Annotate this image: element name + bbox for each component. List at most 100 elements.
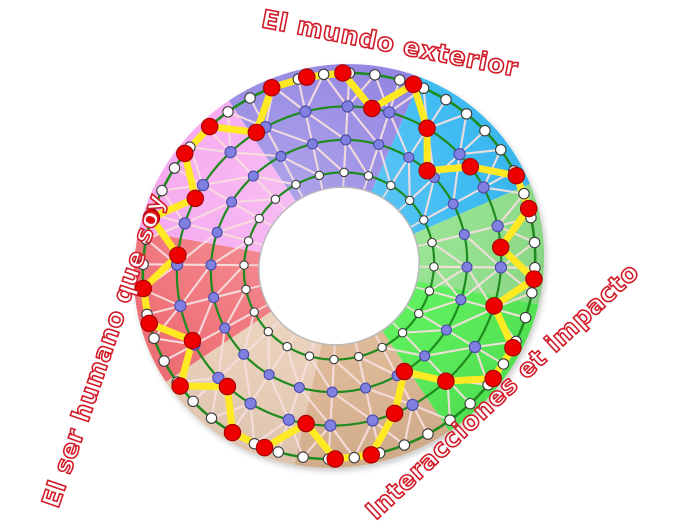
highlight-node bbox=[298, 415, 314, 431]
graph-node bbox=[227, 197, 237, 207]
highlight-node bbox=[327, 451, 343, 467]
graph-node bbox=[298, 452, 308, 462]
graph-node bbox=[492, 220, 503, 231]
graph-node bbox=[307, 139, 317, 149]
highlight-node bbox=[256, 439, 272, 455]
graph-node bbox=[387, 181, 395, 189]
graph-node bbox=[428, 238, 436, 246]
graph-node bbox=[349, 452, 359, 462]
graph-node bbox=[406, 196, 414, 204]
graph-node bbox=[415, 309, 423, 317]
graph-node bbox=[212, 227, 222, 237]
highlight-node bbox=[396, 363, 412, 379]
highlight-node bbox=[135, 280, 151, 296]
graph-node bbox=[250, 308, 258, 316]
highlight-node bbox=[248, 124, 264, 140]
graph-node bbox=[197, 179, 208, 190]
graph-node bbox=[330, 355, 338, 363]
highlight-node bbox=[405, 76, 421, 92]
graph-node bbox=[480, 125, 490, 135]
graph-node bbox=[283, 342, 291, 350]
graph-node bbox=[478, 182, 489, 193]
highlight-node bbox=[143, 210, 159, 226]
graph-node bbox=[425, 287, 433, 295]
graph-node bbox=[519, 188, 529, 198]
graph-node bbox=[179, 218, 190, 229]
graph-node bbox=[498, 359, 508, 369]
highlight-node bbox=[363, 447, 379, 463]
graph-node bbox=[294, 382, 304, 392]
graph-node bbox=[430, 263, 438, 271]
highlight-node bbox=[219, 378, 235, 394]
graph-node bbox=[496, 145, 506, 155]
highlight-node bbox=[493, 239, 509, 255]
graph-node bbox=[398, 329, 406, 337]
highlight-node bbox=[486, 298, 502, 314]
graph-node bbox=[242, 285, 250, 293]
graph-node bbox=[420, 216, 428, 224]
graph-node bbox=[420, 351, 430, 361]
graph-node bbox=[292, 180, 300, 188]
graph-node bbox=[355, 352, 363, 360]
graph-node bbox=[462, 262, 472, 272]
graph-node bbox=[245, 398, 256, 409]
graph-node bbox=[495, 262, 506, 273]
graph-node bbox=[264, 370, 274, 380]
radial-wheel-svg bbox=[0, 0, 679, 513]
graph-node bbox=[206, 413, 216, 423]
graph-node bbox=[319, 69, 329, 79]
graph-node bbox=[395, 75, 405, 85]
highlight-node bbox=[386, 405, 402, 421]
graph-node bbox=[441, 325, 451, 335]
graph-node bbox=[364, 172, 372, 180]
highlight-node bbox=[187, 190, 203, 206]
graph-node bbox=[327, 387, 337, 397]
graph-node bbox=[342, 101, 353, 112]
highlight-node bbox=[170, 247, 186, 263]
graph-node bbox=[305, 352, 313, 360]
graph-node bbox=[527, 288, 537, 298]
graph-node bbox=[341, 135, 351, 145]
highlight-node bbox=[141, 315, 157, 331]
graph-node bbox=[407, 399, 418, 410]
highlight-node bbox=[264, 80, 280, 96]
graph-node bbox=[465, 399, 475, 409]
graph-node bbox=[149, 333, 159, 343]
graph-node bbox=[159, 356, 169, 366]
graph-node bbox=[445, 415, 455, 425]
diagram-canvas: El mundo exterior El ser humano que soy … bbox=[0, 0, 679, 513]
graph-node bbox=[141, 234, 151, 244]
highlight-node bbox=[521, 200, 537, 216]
highlight-node bbox=[419, 163, 435, 179]
graph-node bbox=[244, 237, 252, 245]
graph-node bbox=[469, 341, 480, 352]
highlight-node bbox=[505, 340, 521, 356]
highlight-node bbox=[508, 168, 524, 184]
graph-node bbox=[459, 229, 469, 239]
graph-node bbox=[529, 237, 539, 247]
highlight-node bbox=[224, 424, 240, 440]
graph-node bbox=[378, 343, 386, 351]
graph-node bbox=[223, 107, 233, 117]
highlight-node bbox=[202, 118, 218, 134]
graph-node bbox=[283, 414, 294, 425]
highlight-node bbox=[438, 373, 454, 389]
graph-node bbox=[448, 199, 458, 209]
highlight-node bbox=[335, 65, 351, 81]
graph-node bbox=[441, 94, 451, 104]
graph-node bbox=[175, 300, 186, 311]
graph-node bbox=[271, 195, 279, 203]
graph-node bbox=[209, 293, 219, 303]
highlight-node bbox=[462, 159, 478, 175]
graph-node bbox=[248, 171, 258, 181]
highlight-node bbox=[177, 145, 193, 161]
graph-node bbox=[245, 93, 255, 103]
graph-node bbox=[157, 185, 167, 195]
graph-node bbox=[239, 349, 249, 359]
graph-node bbox=[315, 171, 323, 179]
graph-node bbox=[276, 151, 286, 161]
graph-node bbox=[138, 259, 148, 269]
highlight-node bbox=[419, 120, 435, 136]
graph-node bbox=[456, 295, 466, 305]
graph-node bbox=[325, 420, 336, 431]
